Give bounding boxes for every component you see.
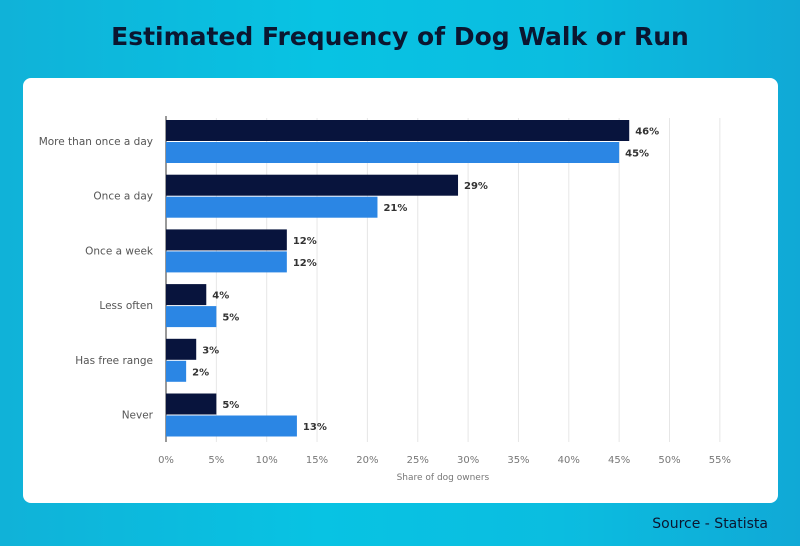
x-tick-label: 50% <box>658 455 680 466</box>
bar <box>166 251 287 273</box>
bar <box>166 415 297 437</box>
bar <box>166 306 217 328</box>
data-label: 13% <box>303 422 327 433</box>
x-tick-label: 30% <box>457 455 479 466</box>
bar <box>166 142 620 163</box>
bar <box>166 284 207 306</box>
data-label: 46% <box>635 127 659 138</box>
x-tick-label: 15% <box>306 455 328 466</box>
bar <box>166 393 217 415</box>
category-label: Once a day <box>93 191 153 203</box>
bar <box>166 196 378 218</box>
data-label: 29% <box>464 181 488 192</box>
bar <box>166 338 197 360</box>
source-note: Source - Statista <box>652 516 768 532</box>
data-label: 5% <box>222 400 239 411</box>
chart-title: Estimated Frequency of Dog Walk or Run <box>111 22 689 51</box>
x-tick-label: 10% <box>256 455 278 466</box>
data-label: 5% <box>222 313 239 324</box>
category-label: Less often <box>99 300 153 312</box>
data-label: 2% <box>192 367 209 378</box>
data-label: 3% <box>202 345 219 356</box>
x-tick-label: 0% <box>158 455 174 466</box>
data-label: 21% <box>383 203 407 214</box>
category-label: Never <box>122 410 154 422</box>
bar <box>166 229 287 251</box>
category-label: More than once a day <box>39 136 153 148</box>
data-label: 4% <box>212 291 229 302</box>
bar <box>166 360 187 382</box>
x-axis-title: Share of dog owners <box>397 473 490 483</box>
bar <box>166 174 459 196</box>
x-tick-label: 45% <box>608 455 630 466</box>
x-tick-label: 25% <box>407 455 429 466</box>
x-tick-label: 55% <box>709 455 731 466</box>
data-label: 12% <box>293 236 317 247</box>
x-tick-label: 5% <box>208 455 224 466</box>
data-label: 12% <box>293 258 317 269</box>
category-label: Once a week <box>85 245 154 257</box>
bar <box>166 120 630 141</box>
x-tick-label: 40% <box>558 455 580 466</box>
data-label: 45% <box>625 149 649 160</box>
category-label: Has free range <box>75 355 153 367</box>
x-tick-label: 20% <box>356 455 378 466</box>
x-tick-label: 35% <box>507 455 529 466</box>
